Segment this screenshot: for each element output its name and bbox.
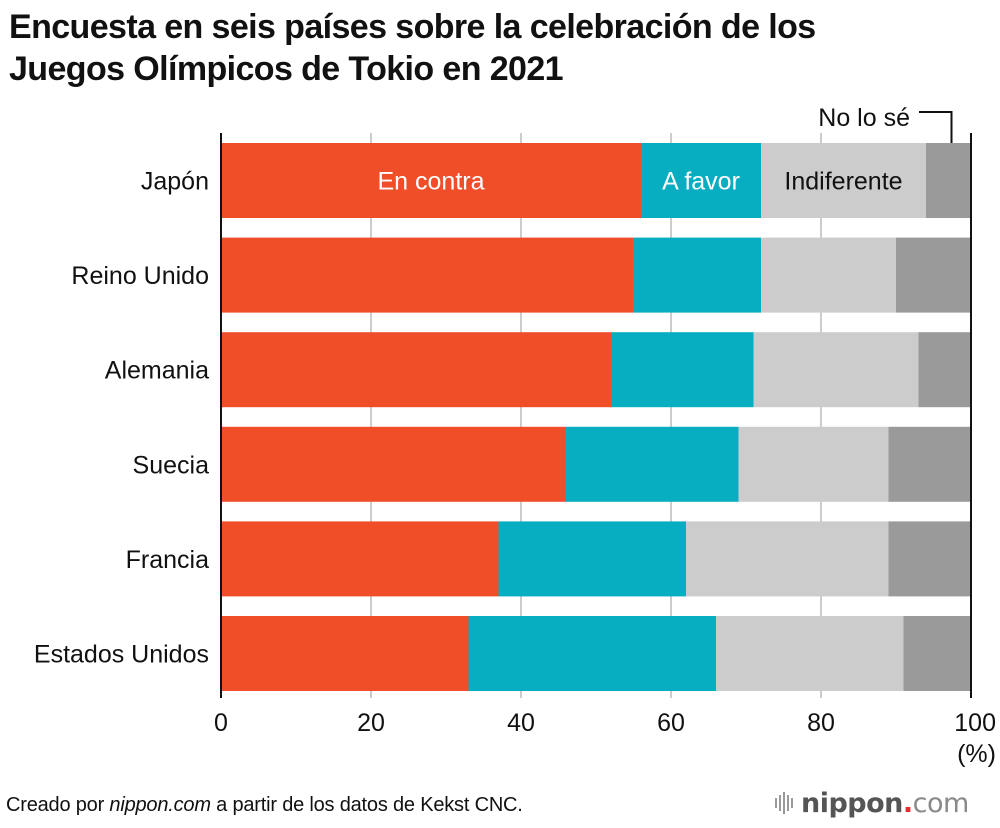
bar-reino-unido-no-lo-se	[896, 237, 971, 313]
series-label-a-favor: A favor	[662, 168, 740, 196]
title-line-1: Encuesta en seis países sobre la celebra…	[9, 8, 816, 46]
bar-alemania-indiferente	[753, 332, 919, 408]
bar-alemania-no-lo-se	[918, 332, 971, 408]
bar-estados-unidos-indiferente	[716, 616, 904, 691]
category-label-alemania: Alemania	[105, 357, 209, 385]
chart-title: Encuesta en seis países sobre la celebra…	[9, 6, 999, 90]
bar-reino-unido-a-favor	[633, 237, 761, 313]
source-note: Creado por nippon.com a partir de los da…	[6, 794, 523, 817]
x-tick-label-60: 60	[657, 709, 685, 737]
bar-japon-en-contra	[221, 143, 641, 218]
gridlines	[370, 133, 822, 698]
bar-suecia-no-lo-se	[888, 426, 971, 502]
bar-alemania-a-favor	[611, 332, 754, 408]
labels: En contra A favor Indiferente Japón Reino Un…	[34, 104, 996, 768]
series-label-indiferente: Indiferente	[784, 168, 902, 196]
x-unit-label: (%)	[957, 740, 996, 768]
axes	[220, 133, 972, 698]
bar-alemania-en-contra	[221, 332, 611, 408]
x-tick-label-100: 100	[954, 709, 996, 737]
nippon-logo: nippon.com	[775, 787, 969, 819]
source-site: nippon.com	[109, 794, 211, 816]
category-label-suecia: Suecia	[133, 451, 210, 479]
category-label-estados-unidos: Estados Unidos	[34, 641, 209, 669]
category-label-japon: Japón	[141, 168, 209, 196]
callout-leader-line	[919, 111, 953, 143]
x-tick-label-20: 20	[357, 709, 385, 737]
bar-francia-en-contra	[221, 521, 499, 597]
bar-japon-no-lo-se	[926, 143, 971, 218]
logo-wordmark: nippon.com	[801, 787, 969, 819]
x-tick-label-80: 80	[807, 709, 835, 737]
category-label-reino-unido: Reino Unido	[71, 262, 209, 290]
series-label-no-lo-se: No lo sé	[818, 104, 910, 132]
bars	[221, 143, 971, 691]
bar-japon-a-favor	[641, 143, 761, 218]
bar-francia-no-lo-se	[888, 521, 971, 597]
stacked-bar-chart: En contra A favor Indiferente Japón Reino Un…	[34, 104, 996, 768]
bar-estados-unidos-en-contra	[221, 616, 469, 691]
bar-suecia-indiferente	[738, 426, 889, 502]
bar-francia-a-favor	[498, 521, 686, 597]
bar-estados-unidos-no-lo-se	[903, 616, 971, 691]
bar-suecia-a-favor	[566, 426, 739, 502]
sound-bars-icon	[775, 792, 793, 814]
bar-japon-indiferente	[761, 143, 926, 218]
category-label-francia: Francia	[126, 546, 209, 574]
bar-reino-unido-en-contra	[221, 237, 634, 313]
x-tick-label-0: 0	[214, 709, 228, 737]
source-prefix: Creado por	[6, 794, 110, 816]
bar-francia-indiferente	[686, 521, 889, 597]
title-line-2: Juegos Olímpicos de Tokio en 2021	[9, 50, 564, 88]
bar-suecia-en-contra	[221, 426, 566, 502]
source-suffix: a partir de los datos de Kekst CNC.	[210, 794, 523, 816]
x-tick-label-40: 40	[507, 709, 535, 737]
series-label-en-contra: En contra	[377, 168, 484, 196]
bar-estados-unidos-a-favor	[468, 616, 716, 691]
bar-reino-unido-indiferente	[761, 237, 896, 313]
